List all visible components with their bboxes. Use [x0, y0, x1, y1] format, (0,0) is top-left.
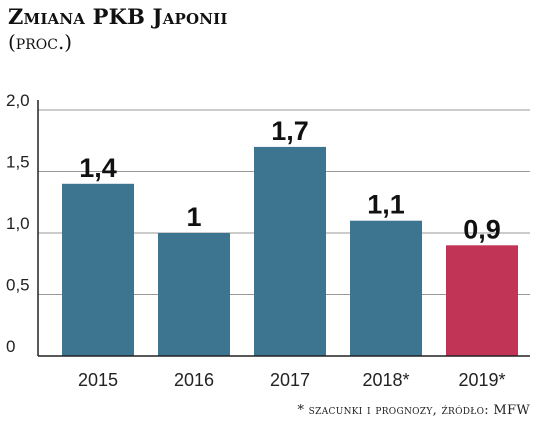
bar	[158, 233, 230, 356]
data-label: 1,1	[367, 190, 405, 220]
bar	[350, 220, 422, 356]
chart-footnote: * szacunki i prognozy, źródło: MFW	[297, 403, 530, 418]
data-label: 0,9	[463, 214, 501, 244]
y-tick-label: 1,0	[6, 214, 30, 233]
data-label: 1,4	[79, 153, 117, 183]
chart-subtitle: (proc.)	[8, 30, 73, 54]
data-label: 1	[186, 202, 201, 232]
x-tick-label: 2015	[78, 370, 118, 390]
x-tick-label: 2019*	[458, 370, 505, 390]
x-tick-label: 2016	[174, 370, 214, 390]
x-tick-label: 2017	[270, 370, 310, 390]
y-tick-label: 0,5	[6, 276, 30, 295]
y-tick-label: 0	[6, 337, 15, 356]
bar	[254, 146, 326, 356]
x-tick-label: 2018*	[362, 370, 409, 390]
bar	[446, 245, 518, 356]
chart-title: Zmiana PKB Japonii	[8, 4, 228, 29]
bar	[62, 183, 134, 356]
y-tick-label: 1,5	[6, 153, 30, 172]
y-tick-label: 2,0	[6, 91, 30, 110]
data-label: 1,7	[271, 116, 309, 146]
